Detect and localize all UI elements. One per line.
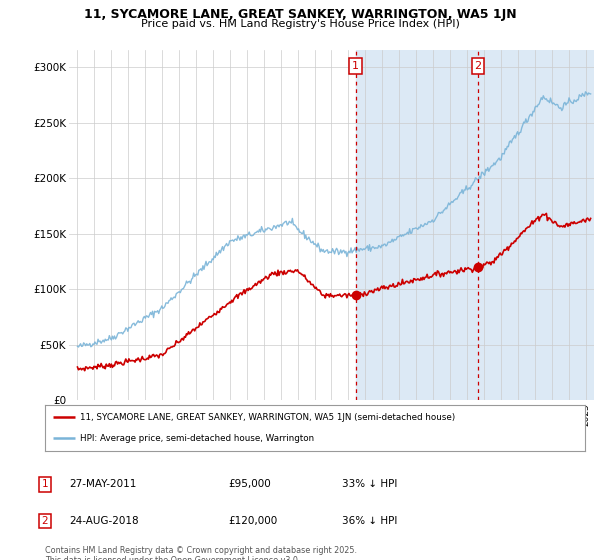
Text: 33% ↓ HPI: 33% ↓ HPI — [342, 479, 397, 489]
Text: £120,000: £120,000 — [228, 516, 277, 526]
Text: 24-AUG-2018: 24-AUG-2018 — [69, 516, 139, 526]
Text: 27-MAY-2011: 27-MAY-2011 — [69, 479, 136, 489]
Text: 36% ↓ HPI: 36% ↓ HPI — [342, 516, 397, 526]
Text: 1: 1 — [352, 61, 359, 71]
Text: Price paid vs. HM Land Registry's House Price Index (HPI): Price paid vs. HM Land Registry's House … — [140, 19, 460, 29]
Bar — [356, 50, 478, 400]
Text: Contains HM Land Registry data © Crown copyright and database right 2025.
This d: Contains HM Land Registry data © Crown c… — [45, 546, 357, 560]
Text: 2: 2 — [475, 61, 482, 71]
Text: 2: 2 — [41, 516, 49, 526]
Text: 1: 1 — [41, 479, 49, 489]
Text: 11, SYCAMORE LANE, GREAT SANKEY, WARRINGTON, WA5 1JN: 11, SYCAMORE LANE, GREAT SANKEY, WARRING… — [83, 8, 517, 21]
Bar — [478, 50, 594, 400]
Text: £95,000: £95,000 — [228, 479, 271, 489]
Text: HPI: Average price, semi-detached house, Warrington: HPI: Average price, semi-detached house,… — [80, 434, 314, 443]
Text: 11, SYCAMORE LANE, GREAT SANKEY, WARRINGTON, WA5 1JN (semi-detached house): 11, SYCAMORE LANE, GREAT SANKEY, WARRING… — [80, 413, 455, 422]
